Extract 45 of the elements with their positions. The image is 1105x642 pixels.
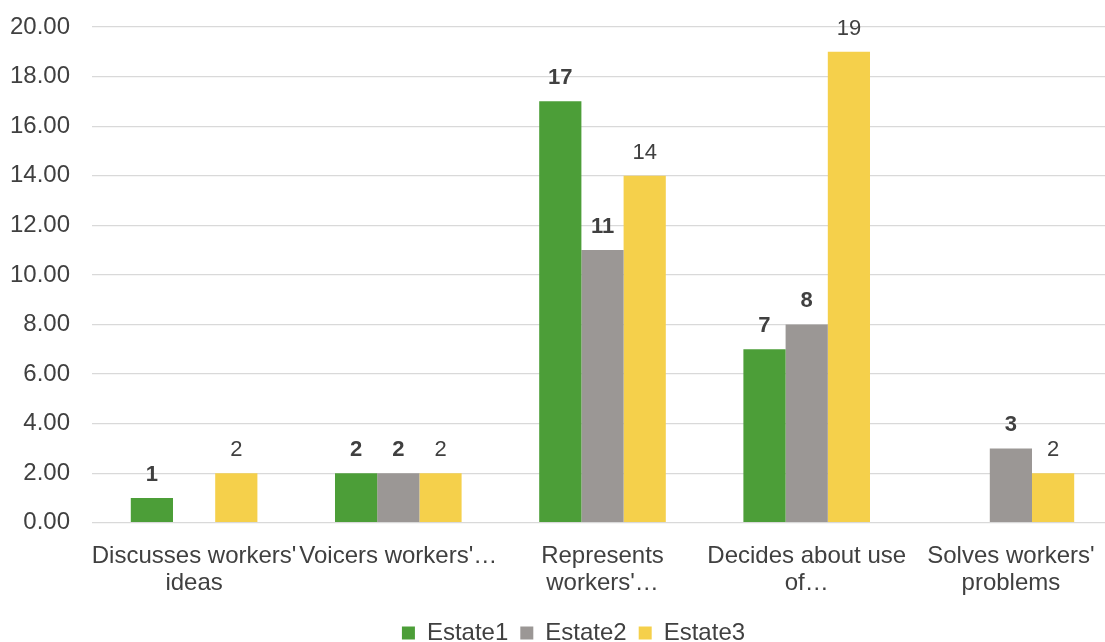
bar	[581, 250, 624, 523]
data-label: 11	[590, 213, 615, 239]
bar	[377, 473, 420, 523]
bar	[785, 324, 828, 523]
x-tick-label: Discusses workers' ideas	[91, 540, 297, 596]
bar	[335, 473, 378, 523]
bar	[215, 473, 258, 523]
legend-label: Estate3	[663, 617, 746, 642]
data-label: 7	[758, 312, 771, 338]
data-label: 2	[434, 436, 447, 462]
y-tick-label: 12.00	[9, 209, 70, 237]
y-tick-label: 0.00	[23, 507, 70, 535]
data-label: 2	[230, 436, 243, 462]
y-tick-label: 4.00	[23, 408, 70, 436]
legend-label: Estate1	[426, 617, 509, 642]
legend-label: Estate2	[545, 617, 627, 642]
data-label: 1	[145, 460, 159, 486]
x-tick-label: Decides about use of…	[707, 540, 907, 596]
data-label: 14	[632, 138, 657, 164]
data-label: 2	[1046, 436, 1060, 462]
data-label: 2	[392, 436, 405, 462]
data-label: 3	[1004, 411, 1018, 437]
data-label: 19	[836, 14, 862, 40]
data-label: 2	[349, 436, 363, 462]
bar	[623, 175, 666, 523]
y-tick-label: 8.00	[23, 309, 70, 337]
y-tick-label: 10.00	[9, 259, 70, 287]
data-label: 8	[800, 287, 813, 313]
bar	[827, 51, 870, 523]
y-tick-label: 2.00	[23, 457, 70, 485]
bar	[1032, 473, 1075, 523]
y-tick-label: 16.00	[9, 110, 70, 138]
y-tick-label: 6.00	[23, 358, 70, 386]
x-tick-label: Voicers workers'…	[299, 540, 498, 568]
x-tick-label: Represents workers'…	[541, 540, 664, 596]
bar	[539, 101, 582, 523]
y-tick-label: 14.00	[9, 160, 70, 188]
bar	[130, 497, 173, 523]
x-tick-label: Solves workers' problems	[927, 540, 1095, 596]
bar	[989, 448, 1032, 523]
data-label: 17	[548, 64, 573, 90]
bar	[419, 473, 462, 523]
y-tick-label: 18.00	[9, 61, 70, 89]
y-tick-label: 20.00	[9, 11, 70, 39]
bar	[743, 349, 786, 523]
